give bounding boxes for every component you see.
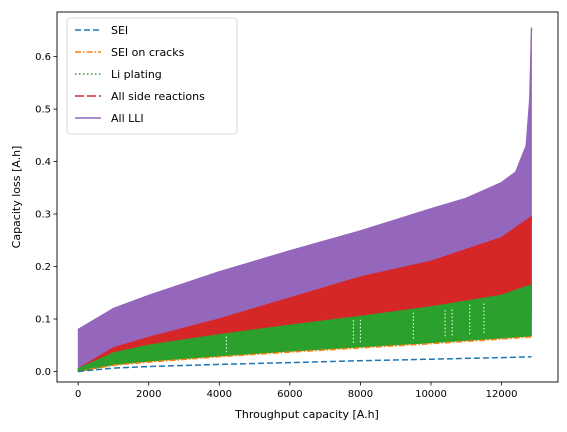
legend-label: All side reactions <box>111 90 205 103</box>
data-layer <box>77 27 533 373</box>
y-tick-label: 0.3 <box>35 210 51 221</box>
legend-label: SEI on cracks <box>111 46 185 59</box>
y-tick-label: 0.1 <box>35 315 51 326</box>
x-tick-label: 8000 <box>348 389 373 400</box>
y-axis-label: Capacity loss [A.h] <box>10 146 23 249</box>
y-tick-label: 0.6 <box>35 52 51 63</box>
y-tick-label: 0.0 <box>35 367 51 378</box>
legend-label: Li plating <box>111 68 162 81</box>
x-tick-label: 6000 <box>277 389 302 400</box>
plot-frame <box>56 11 559 383</box>
series-line-li-plating-upper <box>77 284 532 370</box>
series-line-sei <box>78 356 532 373</box>
y-axis: 0.0 0.1 0.2 0.3 0.4 0.5 0.6 <box>35 52 57 378</box>
x-axis-label: Throughput capacity [A.h] <box>234 408 379 421</box>
x-tick-label: 2000 <box>136 389 161 400</box>
legend-label: All LLI <box>111 112 144 125</box>
legend-label: SEI <box>111 24 128 37</box>
y-tick-label: 0.4 <box>35 157 51 168</box>
legend: SEI SEI on cracks Li plating All side react… <box>66 17 238 135</box>
x-axis: 0 2000 4000 6000 8000 10000 12000 <box>75 382 517 400</box>
x-tick-label: 12000 <box>486 389 518 400</box>
y-tick-label: 0.5 <box>35 105 51 116</box>
x-tick-label: 10000 <box>415 389 447 400</box>
x-tick-label: 0 <box>75 389 81 400</box>
series-line-all-lli-upper <box>77 27 533 331</box>
legend-box <box>66 17 238 135</box>
y-tick-label: 0.2 <box>35 262 51 273</box>
x-tick-label: 4000 <box>207 389 232 400</box>
series-line-all-side-reactions-upper <box>77 216 532 370</box>
series-line-sei-on-cracks <box>78 336 532 373</box>
